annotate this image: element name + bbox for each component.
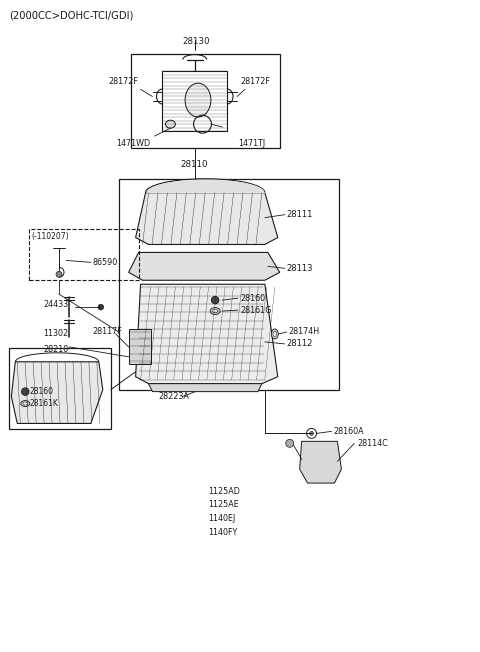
- Text: 28117F: 28117F: [93, 327, 122, 336]
- Text: 28160: 28160: [29, 387, 53, 396]
- Ellipse shape: [21, 400, 30, 407]
- Text: 28160: 28160: [240, 293, 265, 303]
- Ellipse shape: [273, 331, 276, 336]
- Circle shape: [98, 304, 104, 310]
- Bar: [9, 348, 111, 430]
- Text: (2000CC>DOHC-TCI/GDI): (2000CC>DOHC-TCI/GDI): [9, 11, 134, 21]
- Circle shape: [211, 297, 219, 304]
- Ellipse shape: [210, 308, 220, 314]
- Ellipse shape: [185, 83, 211, 117]
- Text: 28114C: 28114C: [357, 439, 388, 448]
- Bar: [162, 72, 227, 131]
- Text: (-110207): (-110207): [31, 232, 69, 241]
- Ellipse shape: [23, 402, 27, 405]
- Bar: [131, 53, 280, 148]
- Text: 24433: 24433: [43, 300, 68, 308]
- Text: 28174H: 28174H: [288, 327, 320, 336]
- Text: 1140EJ: 1140EJ: [208, 514, 235, 524]
- Polygon shape: [129, 252, 280, 280]
- Text: 28113: 28113: [287, 264, 313, 273]
- Text: 28160A: 28160A: [334, 427, 364, 436]
- Ellipse shape: [166, 120, 175, 128]
- Ellipse shape: [213, 309, 217, 313]
- Bar: [119, 179, 339, 390]
- Polygon shape: [136, 193, 278, 244]
- Ellipse shape: [271, 329, 278, 339]
- Text: 1471WD: 1471WD: [116, 139, 150, 147]
- Bar: [29, 229, 139, 280]
- Text: 28161K: 28161K: [29, 399, 58, 408]
- Text: 28172F: 28172F: [109, 77, 139, 86]
- Circle shape: [286, 439, 294, 447]
- Polygon shape: [136, 284, 278, 383]
- Text: 28210: 28210: [43, 346, 68, 354]
- Text: 28110: 28110: [180, 160, 208, 170]
- Text: 28223A: 28223A: [158, 392, 189, 401]
- Text: 1125AE: 1125AE: [208, 501, 239, 509]
- Text: 28111: 28111: [287, 210, 313, 219]
- Polygon shape: [12, 362, 103, 423]
- Text: 28130: 28130: [182, 37, 210, 46]
- Text: 1140FY: 1140FY: [208, 528, 238, 537]
- Text: 1471TJ: 1471TJ: [238, 139, 265, 147]
- Text: 1125AD: 1125AD: [208, 486, 240, 496]
- Bar: [129, 329, 151, 364]
- Circle shape: [310, 432, 313, 436]
- Text: 86590: 86590: [93, 258, 118, 267]
- Circle shape: [22, 388, 29, 395]
- Circle shape: [56, 271, 62, 277]
- Text: 28112: 28112: [287, 340, 313, 348]
- Text: 28161G: 28161G: [240, 306, 271, 315]
- Text: 28172F: 28172F: [240, 77, 270, 86]
- Text: 11302: 11302: [43, 329, 68, 338]
- Polygon shape: [300, 441, 341, 483]
- Polygon shape: [148, 383, 262, 392]
